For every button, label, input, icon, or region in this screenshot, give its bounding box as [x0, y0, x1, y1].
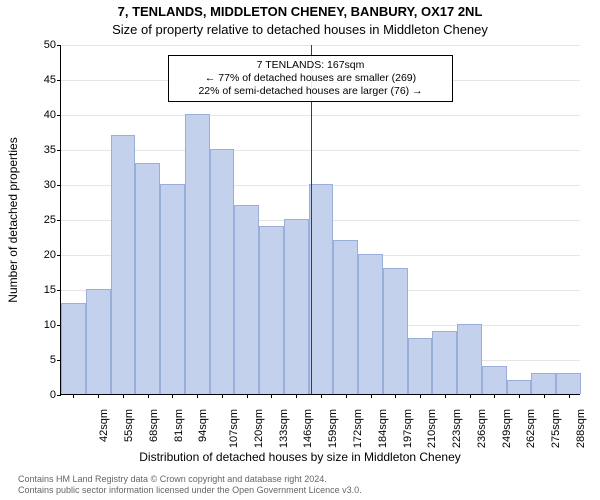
x-tick-label: 223sqm: [451, 409, 463, 448]
x-tick-mark: [494, 394, 495, 398]
x-tick-label: 275sqm: [550, 409, 562, 448]
histogram-bar: [61, 303, 86, 394]
histogram-bar: [309, 184, 334, 394]
grid-line: [61, 115, 580, 116]
histogram-bar: [86, 289, 111, 394]
x-tick-label: 159sqm: [327, 409, 339, 448]
histogram-bar: [383, 268, 408, 394]
histogram-bar: [284, 219, 309, 394]
x-tick-mark: [321, 394, 322, 398]
x-tick-label: 107sqm: [228, 409, 240, 448]
histogram-bar: [111, 135, 136, 394]
y-tick-mark: [57, 150, 61, 151]
x-tick-label: 262sqm: [525, 409, 537, 448]
x-tick-label: 236sqm: [476, 409, 488, 448]
footer-line1: Contains HM Land Registry data © Crown c…: [18, 474, 362, 485]
y-tick-mark: [57, 220, 61, 221]
footer-attribution: Contains HM Land Registry data © Crown c…: [18, 474, 362, 496]
histogram-bar: [507, 380, 532, 394]
y-tick-label: 0: [31, 389, 56, 401]
plot-area: 0510152025303540455042sqm55sqm68sqm81sqm…: [60, 45, 580, 395]
y-tick-label: 25: [31, 214, 56, 226]
histogram-bar: [160, 184, 185, 394]
x-tick-mark: [519, 394, 520, 398]
histogram-bar: [482, 366, 507, 394]
histogram-bar: [135, 163, 160, 394]
y-tick-label: 45: [31, 74, 56, 86]
histogram-bar: [556, 373, 581, 394]
x-tick-mark: [371, 394, 372, 398]
x-tick-label: 249sqm: [501, 409, 513, 448]
y-tick-label: 20: [31, 249, 56, 261]
histogram-bar: [210, 149, 235, 394]
histogram-bar: [432, 331, 457, 394]
y-axis-label: Number of detached properties: [6, 137, 20, 302]
y-tick-label: 35: [31, 144, 56, 156]
y-tick-mark: [57, 185, 61, 186]
x-tick-mark: [296, 394, 297, 398]
y-tick-label: 30: [31, 179, 56, 191]
histogram-bar: [358, 254, 383, 394]
histogram-bar: [259, 226, 284, 394]
x-tick-label: 55sqm: [123, 409, 135, 442]
x-tick-label: 120sqm: [253, 409, 265, 448]
x-tick-label: 94sqm: [197, 409, 209, 442]
x-tick-label: 184sqm: [377, 409, 389, 448]
x-axis-label: Distribution of detached houses by size …: [0, 450, 600, 464]
y-tick-label: 40: [31, 109, 56, 121]
x-tick-mark: [346, 394, 347, 398]
histogram-bar: [333, 240, 358, 394]
x-tick-mark: [544, 394, 545, 398]
x-tick-mark: [420, 394, 421, 398]
x-tick-mark: [247, 394, 248, 398]
x-tick-mark: [123, 394, 124, 398]
y-tick-label: 50: [31, 39, 56, 51]
grid-line: [61, 45, 580, 46]
grid-line: [61, 150, 580, 151]
annotation-line-1: 7 TENLANDS: 167sqm: [175, 59, 446, 72]
annotation-line-2: ← 77% of detached houses are smaller (26…: [175, 72, 446, 85]
histogram-bar: [234, 205, 259, 394]
y-tick-label: 15: [31, 284, 56, 296]
footer-line2: Contains public sector information licen…: [18, 485, 362, 496]
annotation-line-3: 22% of semi-detached houses are larger (…: [175, 85, 446, 98]
x-tick-label: 68sqm: [148, 409, 160, 442]
x-tick-label: 146sqm: [303, 409, 315, 448]
x-tick-mark: [98, 394, 99, 398]
y-tick-mark: [57, 290, 61, 291]
x-tick-label: 133sqm: [278, 409, 290, 448]
chart-title-line2: Size of property relative to detached ho…: [0, 22, 600, 37]
x-tick-label: 42sqm: [98, 409, 110, 442]
x-tick-mark: [271, 394, 272, 398]
y-tick-mark: [57, 395, 61, 396]
x-tick-label: 210sqm: [426, 409, 438, 448]
x-tick-mark: [470, 394, 471, 398]
x-tick-label: 172sqm: [352, 409, 364, 448]
histogram-bar: [185, 114, 210, 394]
histogram-bar: [531, 373, 556, 394]
x-tick-label: 288sqm: [575, 409, 587, 448]
y-tick-mark: [57, 80, 61, 81]
chart-title-line1: 7, TENLANDS, MIDDLETON CHENEY, BANBURY, …: [0, 4, 600, 19]
x-tick-mark: [569, 394, 570, 398]
chart-container: 7, TENLANDS, MIDDLETON CHENEY, BANBURY, …: [0, 0, 600, 500]
x-tick-mark: [148, 394, 149, 398]
histogram-bar: [457, 324, 482, 394]
annotation-box: 7 TENLANDS: 167sqm← 77% of detached hous…: [168, 55, 453, 102]
y-tick-mark: [57, 255, 61, 256]
x-tick-label: 197sqm: [402, 409, 414, 448]
y-tick-mark: [57, 115, 61, 116]
y-tick-label: 10: [31, 319, 56, 331]
y-tick-mark: [57, 45, 61, 46]
x-tick-mark: [197, 394, 198, 398]
x-tick-mark: [445, 394, 446, 398]
x-tick-mark: [222, 394, 223, 398]
y-tick-label: 5: [31, 354, 56, 366]
x-tick-mark: [395, 394, 396, 398]
x-tick-mark: [73, 394, 74, 398]
x-tick-mark: [172, 394, 173, 398]
histogram-bar: [408, 338, 433, 394]
x-tick-label: 81sqm: [173, 409, 185, 442]
